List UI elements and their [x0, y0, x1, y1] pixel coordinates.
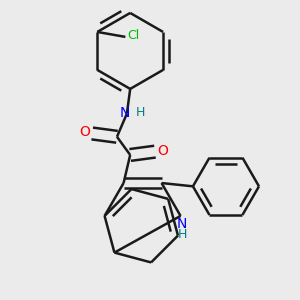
Text: H: H — [178, 228, 187, 241]
Text: N: N — [177, 217, 188, 231]
Text: O: O — [157, 144, 168, 158]
Text: Cl: Cl — [127, 29, 139, 42]
Text: O: O — [80, 125, 90, 140]
Text: H: H — [135, 106, 145, 119]
Text: N: N — [120, 106, 130, 120]
